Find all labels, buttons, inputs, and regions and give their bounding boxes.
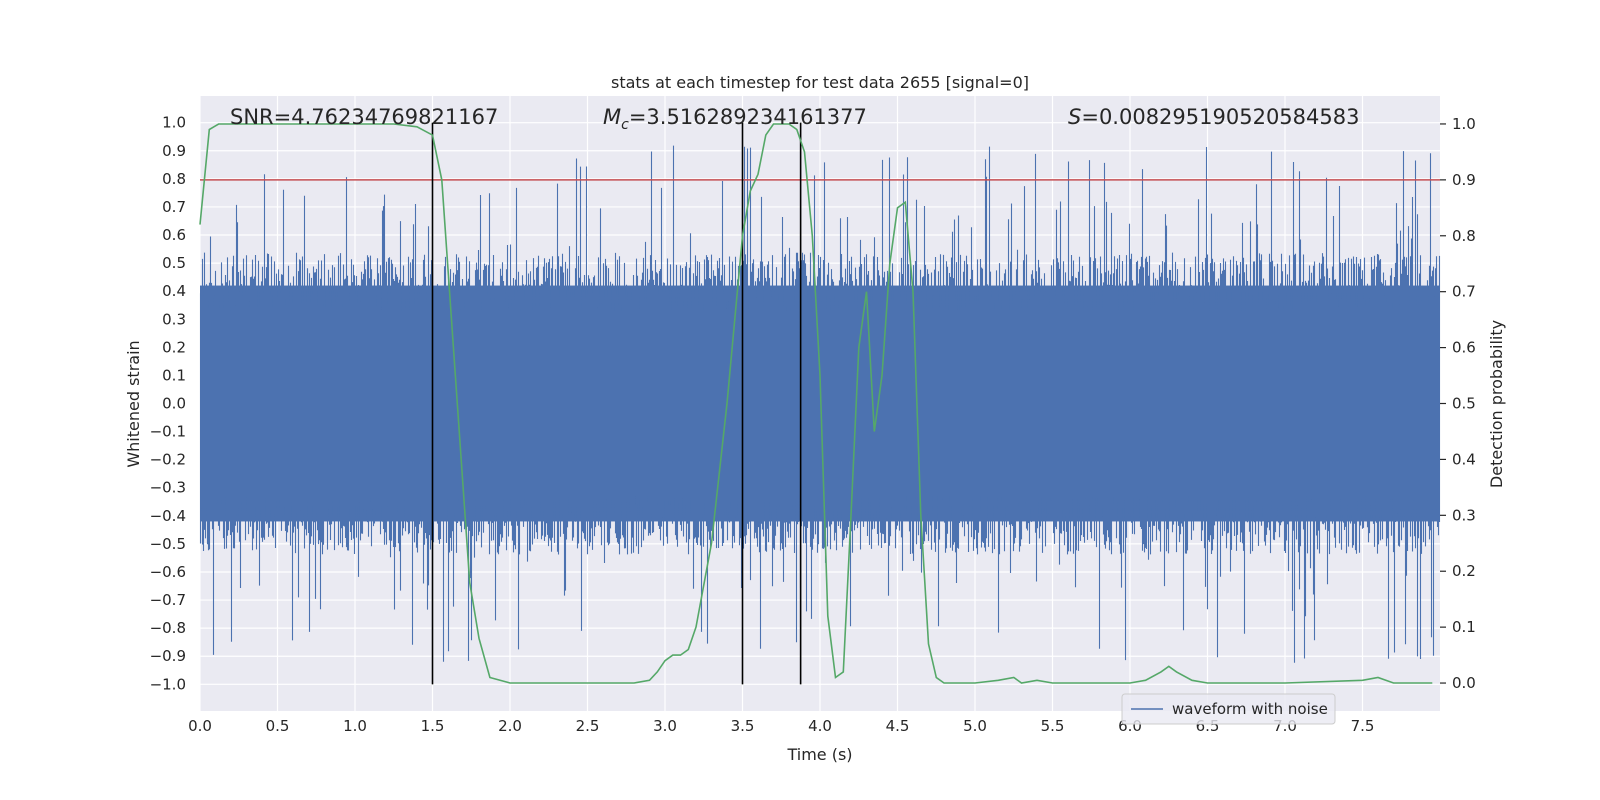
x-tick-label: 5.5: [1041, 717, 1065, 735]
right-y-tick-label: 0.7: [1452, 283, 1476, 301]
legend-label: waveform with noise: [1172, 700, 1328, 718]
s-value: =0.008295190520584583: [1081, 105, 1359, 129]
x-tick-label: 3.0: [653, 717, 677, 735]
x-tick-label: 4.5: [886, 717, 910, 735]
chirp-mass-value: =3.516289234161377: [629, 105, 867, 129]
x-tick-label: 1.5: [421, 717, 445, 735]
waveform-with-noise-series: [199, 145, 1441, 663]
x-tick-label: 1.0: [343, 717, 367, 735]
left-y-tick-label: 0.9: [162, 142, 186, 160]
left-y-tick-label: 0.1: [162, 366, 186, 384]
right-y-axis-ticks: 1.0 0.9 0.8 0.7 0.6 0.5 0.4 0.3 0.2 0.1 0.0: [1440, 115, 1476, 692]
chart-title: stats at each timestep for test data 265…: [611, 73, 1029, 92]
left-y-tick-label: 0.7: [162, 198, 186, 216]
left-y-tick-label: 0.3: [162, 310, 186, 328]
detection-probability-line: [199, 123, 1433, 684]
right-y-tick-label: 0.1: [1452, 618, 1476, 636]
left-y-tick-label: −1.0: [150, 675, 186, 693]
s-annotation: S=0.008295190520584583: [1068, 105, 1359, 129]
right-y-tick-label: 0.8: [1452, 227, 1476, 245]
x-tick-label: 3.5: [731, 717, 755, 735]
left-y-tick-label: 0.0: [162, 395, 186, 413]
right-y-tick-label: 0.9: [1452, 171, 1476, 189]
right-y-tick-label: 0.6: [1452, 339, 1476, 357]
left-y-tick-label: −0.4: [150, 507, 186, 525]
right-y-tick-label: 0.2: [1452, 562, 1476, 580]
left-y-tick-label: −0.9: [150, 647, 186, 665]
waveform-spikes: [199, 145, 1441, 663]
detection-probability-series: [199, 123, 1433, 684]
x-tick-label: 4.0: [808, 717, 832, 735]
left-y-tick-label: −0.7: [150, 591, 186, 609]
left-y-axis-label: Whitened strain: [124, 340, 143, 467]
left-y-tick-label: 0.8: [162, 170, 186, 188]
left-y-tick-label: −0.1: [150, 423, 186, 441]
vertical-markers: [431, 122, 802, 685]
right-y-tick-label: 0.3: [1452, 506, 1476, 524]
chirp-mass-annotation: Mc=3.516289234161377: [603, 105, 867, 133]
left-y-tick-label: −0.6: [150, 563, 186, 581]
x-tick-label: 5.0: [963, 717, 987, 735]
left-y-tick-label: −0.3: [150, 479, 186, 497]
legend-box: [1121, 693, 1336, 725]
s-symbol: S: [1068, 105, 1081, 129]
left-y-tick-label: 0.6: [162, 226, 186, 244]
left-y-tick-label: 0.5: [162, 254, 186, 272]
left-y-tick-label: −0.8: [150, 619, 186, 637]
chirp-mass-symbol: M: [603, 105, 621, 129]
right-y-axis-label: Detection probability: [1487, 320, 1506, 488]
left-y-axis-ticks: 1.0 0.9 0.8 0.7 0.6 0.5 0.4 0.3 0.2 0.1 0.0 −0.1 −0.…: [150, 114, 186, 694]
x-tick-label: 2.0: [498, 717, 522, 735]
x-tick-label: 2.5: [576, 717, 600, 735]
right-y-tick-label: 0.4: [1452, 450, 1476, 468]
right-y-tick-label: 0.0: [1452, 674, 1476, 692]
right-y-tick-label: 0.5: [1452, 395, 1476, 413]
x-tick-label: 0.5: [266, 717, 290, 735]
left-y-tick-label: −0.2: [150, 451, 186, 469]
chirp-mass-subscript: c: [621, 117, 629, 133]
left-y-tick-label: 1.0: [162, 114, 186, 132]
right-y-tick-label: 1.0: [1452, 115, 1476, 133]
x-axis-label: Time (s): [786, 745, 852, 764]
left-y-tick-label: −0.5: [150, 535, 186, 553]
x-tick-label: 7.5: [1351, 717, 1375, 735]
x-tick-label: 0.0: [188, 717, 212, 735]
legend: waveform with noise: [1121, 693, 1336, 725]
left-y-tick-label: 0.4: [162, 282, 186, 300]
left-y-tick-label: 0.2: [162, 338, 186, 356]
snr-annotation: SNR=4.76234769821167: [230, 105, 498, 129]
